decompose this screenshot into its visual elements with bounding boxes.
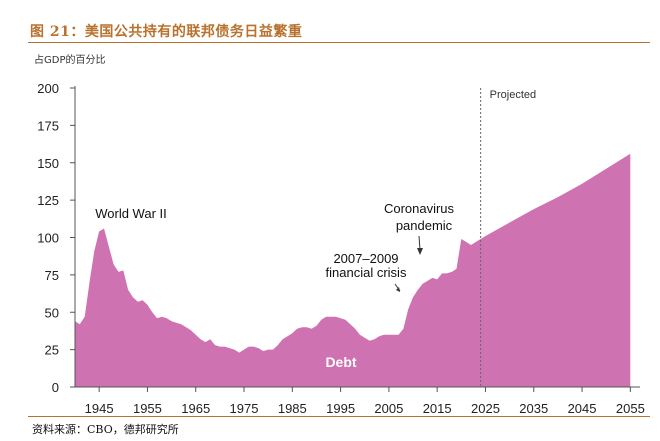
figure-title: 图 21：美国公共持有的联邦债务日益繁重: [30, 24, 303, 40]
x-tick-label: 1945: [85, 401, 114, 416]
annotation-coronavirus-line1: Coronavirus: [384, 201, 455, 216]
x-tick-label: 2015: [423, 401, 452, 416]
y-tick-label: 125: [37, 193, 59, 208]
coronavirus-arrow: [418, 235, 421, 251]
y-tick-label: 25: [45, 343, 59, 358]
y-tick-label: 75: [45, 268, 59, 283]
x-tick-label: 2025: [471, 401, 500, 416]
annotation-financial-crisis-line1: 2007–2009: [333, 251, 398, 266]
source-divider: [28, 416, 650, 417]
y-tick-label: 0: [52, 380, 59, 395]
x-tick-label: 1965: [181, 401, 210, 416]
y-tick-label: 100: [37, 231, 59, 246]
x-tick-label: 1985: [278, 401, 307, 416]
source-note: 资料来源：CBO，德邦研究所: [32, 423, 179, 436]
x-tick-label: 2005: [374, 401, 403, 416]
x-tick-label: 2055: [616, 401, 645, 416]
y-tick-label: 50: [45, 305, 59, 320]
annotation-coronavirus-line2: pandemic: [396, 218, 453, 233]
annotation-financial-crisis-line2: financial crisis: [326, 265, 407, 280]
x-tick-label: 2045: [568, 401, 597, 416]
title-divider: [28, 42, 650, 43]
coronavirus-arrowhead: [417, 248, 423, 255]
projected-label: Projected: [490, 89, 536, 101]
series-label-debt: Debt: [325, 354, 356, 370]
y-tick-label: 200: [37, 81, 59, 96]
x-tick-label: 1995: [326, 401, 355, 416]
y-tick-label: 150: [37, 156, 59, 171]
x-tick-label: 2035: [519, 401, 548, 416]
y-tick-label: 175: [37, 118, 59, 133]
annotation-ww2: World War II: [95, 206, 167, 221]
x-tick-label: 1975: [230, 401, 259, 416]
debt-area: [75, 153, 631, 387]
financial-crisis-arrowhead: [396, 287, 400, 292]
unit-label: 占GDP的百分比: [34, 55, 106, 66]
x-tick-label: 1955: [133, 401, 162, 416]
